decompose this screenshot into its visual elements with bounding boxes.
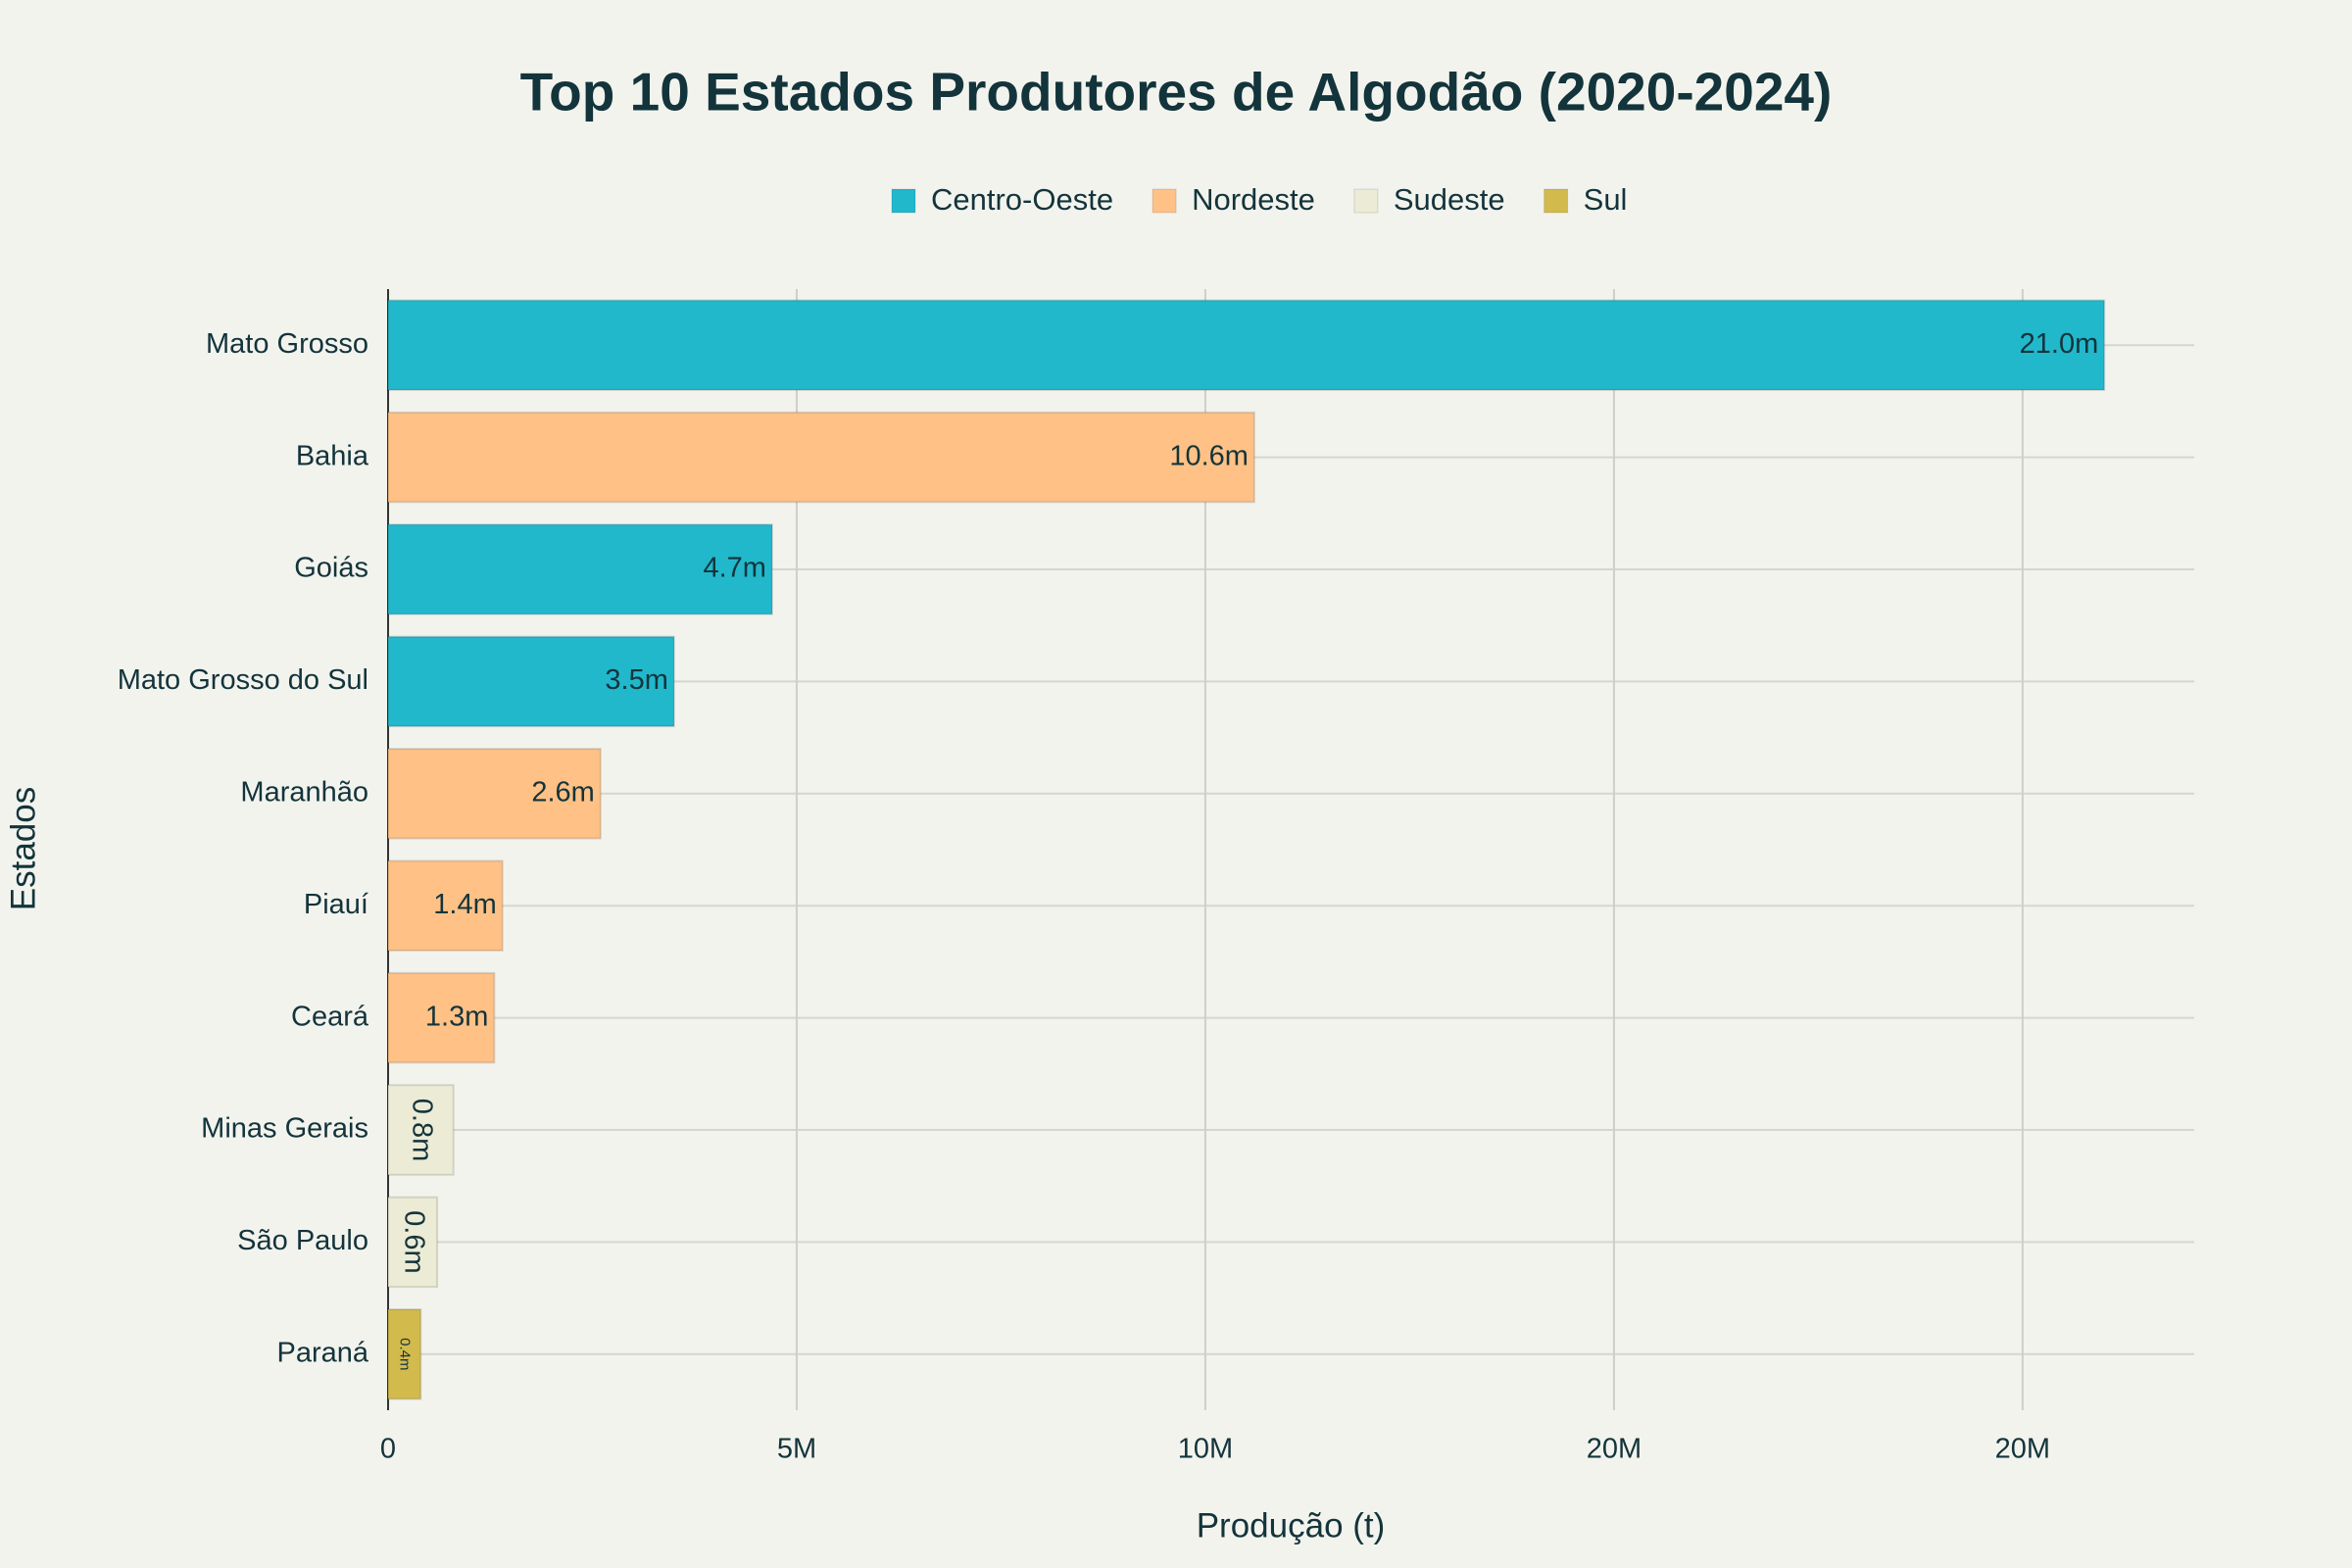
- bar: [387, 748, 602, 840]
- legend-swatch: [1353, 188, 1379, 214]
- bar: [387, 411, 1255, 504]
- legend-label: Nordeste: [1192, 182, 1315, 217]
- data-label: 10.6m: [1169, 440, 1249, 471]
- legend-swatch: [891, 188, 916, 214]
- data-label: 0.4m: [397, 1338, 414, 1370]
- legend-swatch: [1544, 188, 1569, 214]
- y-tick-label: Mato Grosso: [206, 328, 368, 360]
- y-tick-label: Bahia: [296, 440, 369, 471]
- x-tick-label: 5M: [777, 1434, 816, 1465]
- y-tick-label: Piauí: [304, 889, 368, 920]
- y-tick-label: Ceará: [291, 1001, 369, 1032]
- bar: [387, 299, 2106, 391]
- bar: [387, 523, 773, 615]
- x-tick-label: 10M: [1178, 1434, 1233, 1465]
- x-tick-label: 20M: [1995, 1434, 2050, 1465]
- data-label: 0.8m: [407, 1099, 438, 1161]
- bar: [387, 971, 496, 1064]
- y-tick-label: Mato Grosso do Sul: [118, 664, 368, 696]
- y-tick-label: Goiás: [294, 553, 368, 584]
- data-label: 4.7m: [703, 553, 765, 584]
- data-label: 1.4m: [433, 889, 496, 920]
- x-axis-title: Produção (t): [1197, 1506, 1386, 1544]
- y-tick-label: Minas Gerais: [201, 1113, 368, 1145]
- x-tick-label: 20M: [1587, 1434, 1642, 1465]
- bar: [387, 859, 504, 952]
- y-tick-label: São Paulo: [237, 1225, 368, 1256]
- bar: [387, 1308, 422, 1400]
- data-label: 2.6m: [531, 776, 594, 808]
- bar: [387, 1084, 455, 1176]
- bar: [387, 1196, 439, 1289]
- data-label: 1.3m: [425, 1001, 488, 1032]
- y-axis-title: Estados: [4, 787, 42, 910]
- legend-swatch: [1152, 188, 1177, 214]
- data-label: 3.5m: [605, 664, 667, 696]
- legend-label: Sul: [1584, 182, 1628, 217]
- y-tick-label: Paraná: [276, 1337, 368, 1368]
- y-tick-label: Maranhão: [240, 776, 368, 808]
- legend-label: Sudeste: [1394, 182, 1505, 217]
- data-label: 0.6m: [398, 1210, 429, 1273]
- data-label: 21.0m: [2020, 328, 2099, 360]
- legend-label: Centro-Oeste: [931, 182, 1113, 217]
- x-tick-label: 0: [380, 1434, 396, 1465]
- chart-title: Top 10 Estados Produtores de Algodão (20…: [520, 62, 1833, 122]
- bar: [387, 635, 675, 728]
